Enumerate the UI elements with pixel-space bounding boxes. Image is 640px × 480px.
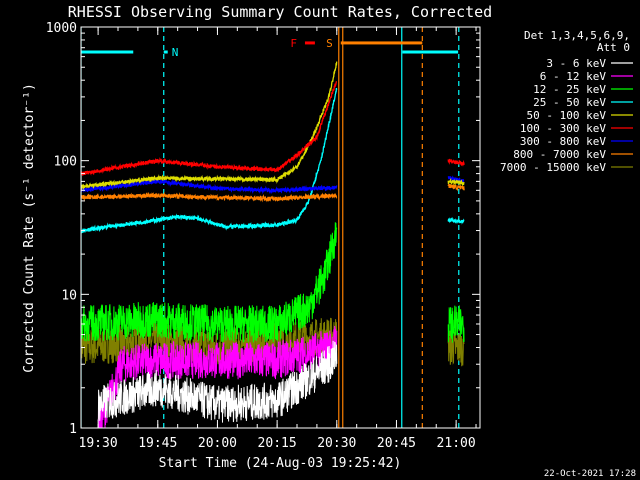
series-line-3-part-1 (447, 305, 465, 343)
y-tick-label: 10 (61, 288, 77, 303)
x-tick-label: 19:30 (79, 436, 118, 451)
series-line-5-part-0 (81, 61, 338, 191)
x-tick-label: 19:45 (138, 436, 177, 451)
legend-entry-label: 300 - 800 keV (520, 135, 606, 148)
x-axis-label: Start Time (24-Aug-03 19:25:42) (159, 456, 402, 471)
flag-bar-N-1 (163, 50, 168, 54)
series-line-4-part-1 (447, 217, 465, 225)
flag-label-S: S (326, 37, 333, 50)
series-line-4-part-0 (81, 87, 338, 234)
series-line-1-part-0 (97, 340, 338, 423)
series-line-2-part-0 (98, 325, 338, 428)
y-tick-label: 100 (54, 155, 77, 170)
series-line-3-part-0 (81, 222, 338, 343)
legend-header-1: Att 0 (597, 41, 630, 54)
series-line-7-part-0 (81, 178, 338, 195)
flag-label-F: F (290, 37, 297, 50)
legend-entry-label: 25 - 50 keV (533, 96, 606, 109)
flag-bar-N-2 (402, 50, 459, 54)
x-tick-label: 20:00 (198, 436, 237, 451)
legend-entry-label: 12 - 25 keV (533, 83, 606, 96)
legend-entry-label: 50 - 100 keV (527, 109, 607, 122)
x-tick-label: 20:30 (317, 436, 356, 451)
chart-title: RHESSI Observing Summary Count Rates, Co… (68, 3, 492, 21)
x-tick-label: 20:15 (258, 436, 297, 451)
legend-entry-label: 800 - 7000 keV (513, 148, 606, 161)
legend-entry-label: 3 - 6 keV (546, 57, 606, 70)
x-tick-label: 20:45 (377, 436, 416, 451)
plot-frame (80, 26, 481, 429)
series-line-8-part-1 (447, 183, 465, 192)
y-axis-label: Corrected Count Rate (s⁻¹ detector⁻¹) (22, 83, 37, 373)
legend-header-0: Det 1,3,4,5,6,9, (524, 29, 630, 42)
legend-entry-label: 100 - 300 keV (520, 122, 606, 135)
series-line-6-part-0 (81, 80, 338, 177)
x-tick-label: 21:00 (437, 436, 476, 451)
flag-label-N: N (172, 46, 179, 59)
series-line-5-part-1 (447, 177, 465, 187)
flag-bar-S-0 (340, 41, 423, 45)
series-line-6-part-1 (447, 158, 465, 167)
series-line-8-part-0 (81, 191, 338, 203)
y-tick-label: 1000 (46, 21, 77, 36)
y-tick-label: 1 (69, 422, 77, 437)
legend-entry-label: 6 - 12 keV (540, 70, 607, 83)
flag-bar-F-0 (304, 41, 315, 45)
footer-date: 22-Oct-2021 17:28 (544, 469, 636, 479)
legend-entry-label: 7000 - 15000 keV (500, 161, 606, 174)
flag-bar-N-0 (81, 50, 134, 54)
